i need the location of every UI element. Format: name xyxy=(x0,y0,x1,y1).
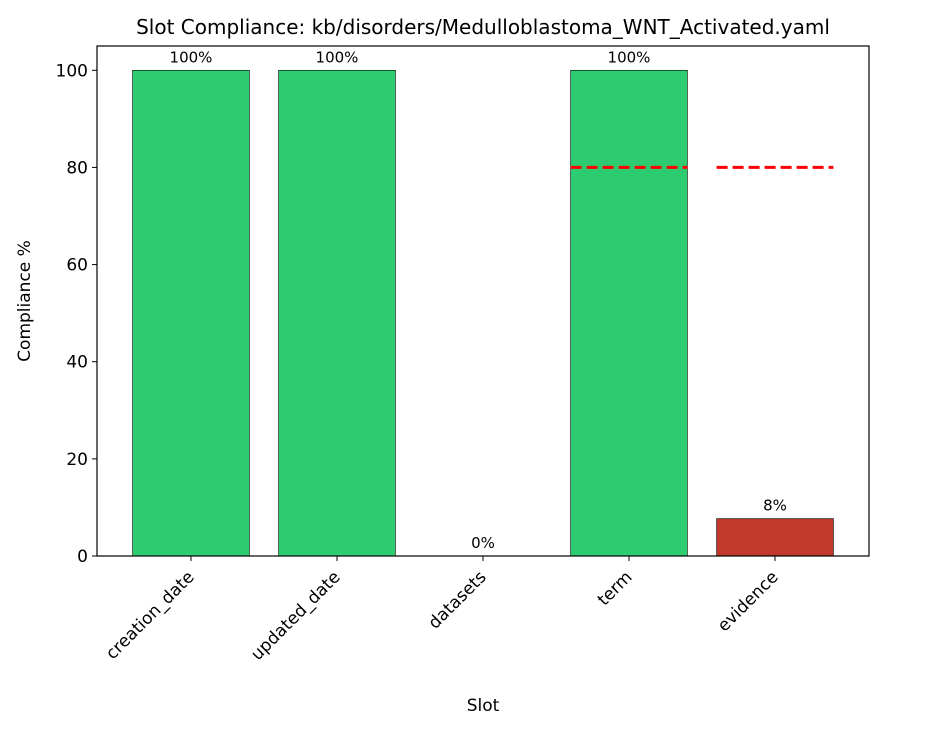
y-tick-label: 60 xyxy=(66,256,88,276)
bar xyxy=(716,518,834,557)
x-tick-label: creation_date xyxy=(102,567,198,663)
x-axis-label: Slot xyxy=(467,696,500,716)
value-label: 100% xyxy=(608,48,651,66)
y-axis-label: Compliance % xyxy=(15,240,35,362)
bar xyxy=(278,69,396,557)
chart-title: Slot Compliance: kb/disorders/Medullobla… xyxy=(136,15,830,39)
bar xyxy=(132,69,250,557)
value-label: 8% xyxy=(763,497,787,515)
x-tick-label: term xyxy=(594,567,637,610)
plot-frame xyxy=(96,45,870,557)
x-tick-label: datasets xyxy=(425,567,491,633)
y-tick-label: 0 xyxy=(77,547,88,567)
value-label: 0% xyxy=(471,534,495,552)
x-tick-label: updated_date xyxy=(247,567,344,664)
x-tick-label: evidence xyxy=(714,567,783,636)
value-label: 100% xyxy=(170,48,213,66)
bar xyxy=(570,69,688,557)
value-label: 100% xyxy=(316,48,359,66)
y-tick-label: 100 xyxy=(56,61,88,81)
y-tick-label: 80 xyxy=(66,158,88,178)
y-tick-label: 20 xyxy=(66,450,88,470)
y-tick-label: 40 xyxy=(66,353,88,373)
